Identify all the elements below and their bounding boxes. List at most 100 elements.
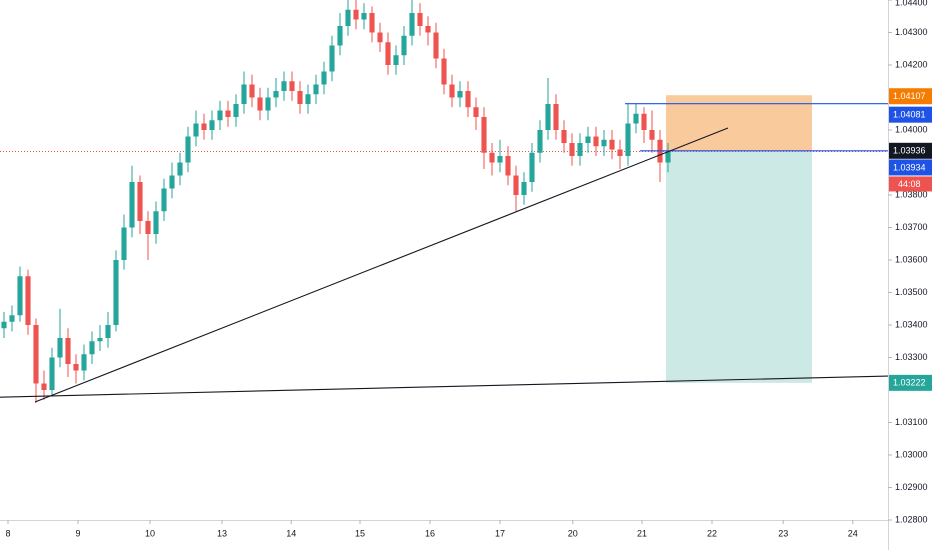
- candle-body: [201, 123, 207, 130]
- candle-body: [545, 104, 551, 130]
- candle-body: [217, 110, 223, 121]
- candle-body: [337, 26, 343, 46]
- candle-body: [185, 136, 191, 163]
- x-tick-label: 17: [495, 528, 505, 538]
- candle-body: [401, 35, 407, 56]
- x-tick-label: 15: [355, 528, 365, 538]
- candle-body: [529, 152, 535, 182]
- candle-body: [33, 325, 39, 384]
- y-tick-label: 1.03000: [895, 449, 928, 459]
- y-tick-label: 1.04000: [895, 124, 928, 134]
- x-tick-label: 24: [848, 528, 858, 538]
- x-tick-label: 23: [778, 528, 788, 538]
- candle-body: [113, 260, 119, 325]
- price-tag-label: 1.03936: [893, 146, 926, 156]
- candle-body: [17, 276, 23, 316]
- candle-body: [249, 84, 255, 98]
- candle-body: [369, 13, 375, 33]
- candle-body: [9, 315, 15, 322]
- candle-body: [561, 130, 567, 143]
- candle-body: [145, 221, 151, 234]
- candle-body: [137, 182, 143, 221]
- candle-body: [665, 151, 671, 163]
- price-tag-label: 1.03222: [893, 378, 926, 388]
- candle-body: [385, 42, 391, 65]
- candle-body: [465, 91, 471, 108]
- price-tag-label: 1.04107: [893, 91, 926, 101]
- candle-body: [169, 175, 175, 189]
- y-tick-label: 1.03100: [895, 417, 928, 427]
- candle-body: [41, 383, 47, 390]
- x-tick-label: 16: [425, 528, 435, 538]
- candle-body: [505, 156, 511, 176]
- x-tick-label: 10: [145, 528, 155, 538]
- y-tick-label: 1.03800: [895, 189, 928, 199]
- candle-body: [81, 354, 87, 371]
- candle-body: [449, 84, 455, 98]
- candle-body: [633, 113, 639, 124]
- candle-body: [89, 341, 95, 355]
- target-zone: [666, 150, 812, 383]
- candle-body: [481, 117, 487, 153]
- candle-body: [129, 182, 135, 228]
- candle-body: [521, 182, 527, 195]
- candle-body: [601, 139, 607, 147]
- candle-body: [377, 32, 383, 43]
- candle-body: [305, 94, 311, 104]
- y-tick-label: 1.04300: [895, 27, 928, 37]
- x-tick-label: 9: [75, 528, 80, 538]
- trend-line: [0, 375, 889, 398]
- candle-body: [241, 84, 247, 104]
- candle-body: [225, 110, 231, 117]
- x-tick-label: 14: [286, 528, 296, 538]
- candle-body: [537, 130, 543, 153]
- y-tick-label: 1.03600: [895, 254, 928, 264]
- candle-body: [97, 338, 103, 342]
- x-tick-label: 22: [707, 528, 717, 538]
- candle-body: [457, 91, 463, 98]
- candle-body: [433, 32, 439, 59]
- candle-body: [329, 45, 335, 72]
- price-tag-label: 1.04081: [893, 110, 926, 120]
- candle-body: [473, 107, 479, 117]
- candle-body: [273, 91, 279, 98]
- candle-body: [281, 81, 287, 91]
- candle-body: [313, 84, 319, 95]
- candle-body: [345, 9, 351, 26]
- candle-body: [105, 325, 111, 338]
- x-tick-label: 21: [637, 528, 647, 538]
- candle-body: [417, 13, 423, 26]
- candle-body: [193, 123, 199, 137]
- candle-body: [121, 227, 127, 260]
- countdown-label: 44:08: [898, 179, 921, 189]
- candle-body: [393, 55, 399, 65]
- price-tag: [889, 88, 932, 105]
- candle-body: [353, 9, 359, 20]
- y-tick-label: 1.04400: [895, 0, 928, 7]
- candle-body: [297, 91, 303, 104]
- y-tick-label: 1.03400: [895, 319, 928, 329]
- y-tick-label: 1.03500: [895, 287, 928, 297]
- candle-body: [513, 175, 519, 195]
- candle-body: [153, 211, 159, 234]
- candle-body: [257, 97, 263, 111]
- candle-body: [577, 143, 583, 156]
- trend-line: [34, 127, 729, 403]
- candle-body: [593, 136, 599, 147]
- candle-body: [177, 162, 183, 176]
- candle-body: [25, 276, 31, 325]
- candle-body: [289, 81, 295, 91]
- candle-body: [617, 149, 623, 156]
- x-tick-label: 20: [568, 528, 578, 538]
- x-tick-label: 13: [217, 528, 227, 538]
- candle-body: [265, 97, 271, 111]
- price-tag: [889, 142, 932, 159]
- candle-body: [553, 104, 559, 130]
- x-tick-label: 8: [5, 528, 10, 538]
- candle-body: [361, 13, 367, 20]
- y-tick-label: 1.02900: [895, 482, 928, 492]
- candle-body: [209, 120, 215, 130]
- candle-body: [569, 143, 575, 156]
- price-tag: [889, 106, 932, 123]
